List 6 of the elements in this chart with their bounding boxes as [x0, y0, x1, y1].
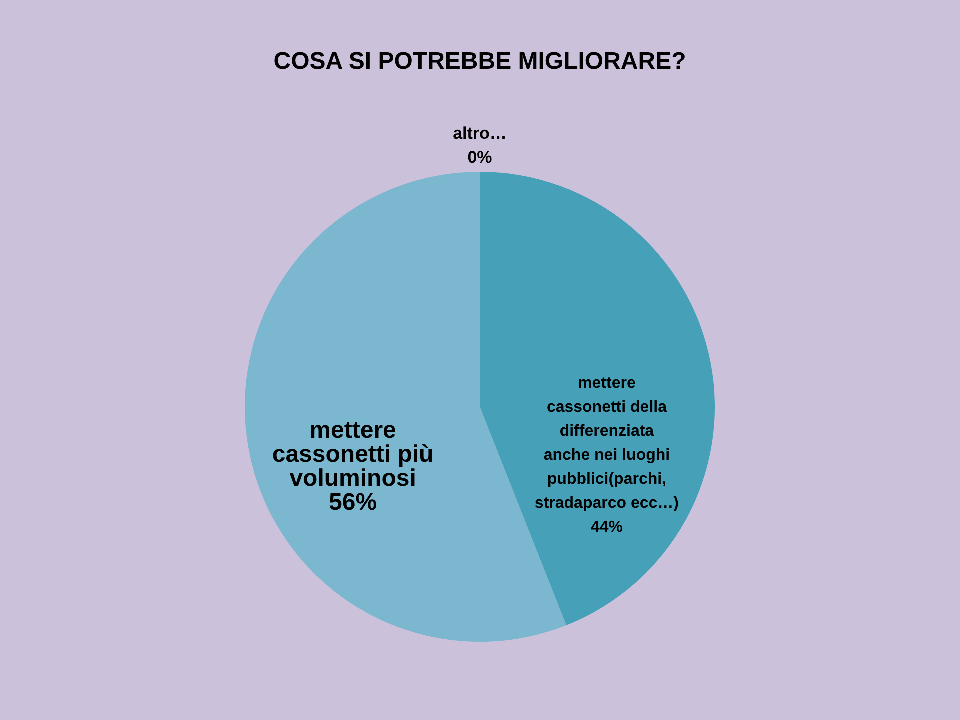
chart-title: COSA SI POTREBBE MIGLIORARE? — [274, 48, 686, 75]
pie-slice — [480, 172, 715, 626]
slice-label: mettere cassonetti della differenziata anche nei luoghi pubblici(parchi, stradaparco ecc…) — [534, 374, 679, 512]
category-label: altro… — [453, 124, 507, 143]
text: 0% — [468, 148, 492, 167]
data-label: 44% — [590, 518, 623, 536]
